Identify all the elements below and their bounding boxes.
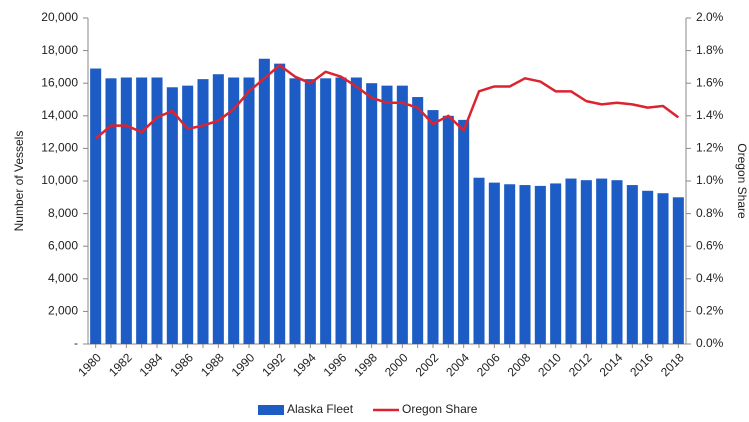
y2-tick-label: 1.8% <box>696 43 724 57</box>
y-tick-label: 10,000 <box>41 173 78 187</box>
bar <box>412 97 424 345</box>
bar <box>565 178 577 344</box>
bar <box>611 180 623 344</box>
bar <box>458 119 470 344</box>
x-tick-label: 1984 <box>137 350 166 379</box>
y2-axis-label: Oregon Share <box>735 143 749 219</box>
bar <box>642 190 654 344</box>
y-tick-label: 4,000 <box>48 271 78 285</box>
y-tick-label: 8,000 <box>48 206 78 220</box>
y2-tick-label: 0.2% <box>696 304 724 318</box>
y-tick-label: 16,000 <box>41 75 78 89</box>
bar <box>197 79 209 344</box>
bar <box>473 177 485 344</box>
bar <box>243 77 255 345</box>
legend-label: Oregon Share <box>402 402 478 416</box>
y2-tick-label: 0.6% <box>696 238 724 252</box>
x-tick-label: 2004 <box>443 350 472 379</box>
bar <box>335 77 347 345</box>
bar <box>166 87 178 345</box>
y2-tick-label: 1.4% <box>696 108 724 122</box>
x-tick-label: 1990 <box>229 350 258 379</box>
bar <box>504 184 516 344</box>
y-tick-label: - <box>74 336 78 350</box>
y-tick-label: 12,000 <box>41 141 78 155</box>
bar <box>396 85 408 345</box>
y2-tick-label: 0.4% <box>696 271 724 285</box>
y-tick-label: 6,000 <box>48 238 78 252</box>
y2-tick-label: 2.0% <box>696 10 724 24</box>
bar <box>488 182 500 344</box>
y2-tick-label: 0.0% <box>696 336 724 350</box>
y-axis-label: Number of Vessels <box>12 131 26 232</box>
bar <box>289 78 301 344</box>
bar <box>657 193 669 344</box>
bar <box>534 185 546 344</box>
y-tick-label: 2,000 <box>48 304 78 318</box>
x-tick-label: 2000 <box>382 350 411 379</box>
bar <box>320 78 332 344</box>
bar <box>136 77 148 345</box>
y-tick-label: 20,000 <box>41 10 78 24</box>
y-tick-label: 18,000 <box>41 43 78 57</box>
bar <box>672 197 684 344</box>
x-tick-label: 2016 <box>627 350 656 379</box>
bar <box>427 110 439 344</box>
bar <box>442 115 454 344</box>
x-tick-label: 2012 <box>566 350 595 379</box>
y2-tick-label: 1.2% <box>696 141 724 155</box>
bar <box>90 68 102 344</box>
x-tick-label: 1994 <box>290 350 319 379</box>
x-tick-label: 1998 <box>351 350 380 379</box>
x-tick-label: 1996 <box>321 350 350 379</box>
bar <box>580 180 592 344</box>
y-tick-label: 14,000 <box>41 108 78 122</box>
x-tick-label: 1982 <box>106 350 135 379</box>
x-tick-label: 2010 <box>535 350 564 379</box>
bar <box>519 185 531 344</box>
bar <box>381 85 393 345</box>
bar <box>120 77 132 345</box>
x-tick-label: 2014 <box>597 350 626 379</box>
y2-tick-label: 1.6% <box>696 75 724 89</box>
bar <box>366 83 378 344</box>
line <box>94 64 680 140</box>
bar <box>626 185 638 344</box>
legend-label: Alaska Fleet <box>287 402 354 416</box>
x-tick-label: 2002 <box>413 350 442 379</box>
x-tick-label: 2006 <box>474 350 503 379</box>
x-tick-label: 1992 <box>259 350 288 379</box>
y2-tick-label: 0.8% <box>696 206 724 220</box>
bar <box>151 77 163 345</box>
bar <box>182 85 194 345</box>
bar <box>550 183 562 344</box>
x-tick-label: 1980 <box>75 350 104 379</box>
bar <box>274 63 286 344</box>
bar <box>212 74 224 345</box>
bar <box>350 77 362 345</box>
x-tick-label: 2008 <box>505 350 534 379</box>
legend-swatch <box>258 405 284 415</box>
bar <box>596 178 608 344</box>
x-tick-label: 2018 <box>658 350 687 379</box>
bar <box>258 58 270 344</box>
bar <box>228 77 240 345</box>
x-tick-label: 1986 <box>167 350 196 379</box>
x-tick-label: 1988 <box>198 350 227 379</box>
bar <box>304 79 316 344</box>
y2-tick-label: 1.0% <box>696 173 724 187</box>
bar <box>105 78 117 344</box>
